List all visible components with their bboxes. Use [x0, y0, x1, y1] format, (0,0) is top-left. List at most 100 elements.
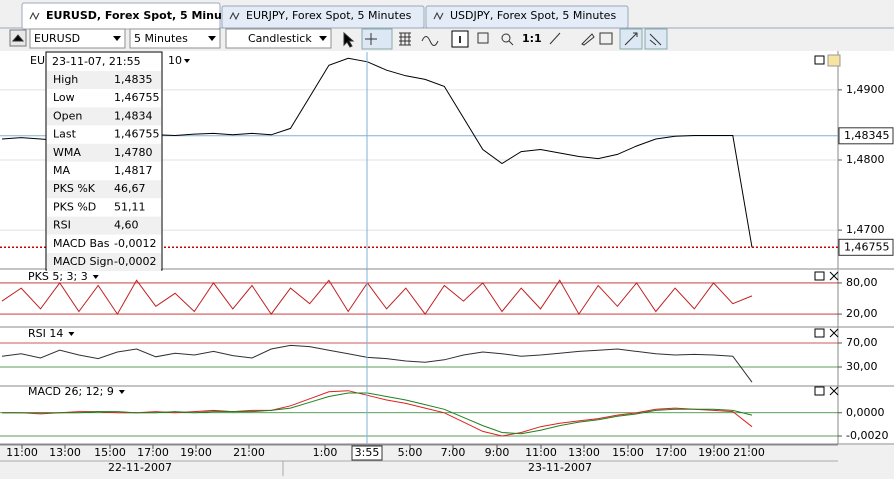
- tooltip-value: -0,0012: [114, 237, 156, 250]
- panel-label: EU: [30, 54, 45, 67]
- panel-label: PKS 5; 3; 3: [28, 270, 88, 283]
- crosshair-time-box: [351, 445, 383, 461]
- x-tick-label: 13:00: [49, 446, 81, 459]
- x-tick-label: 5:00: [398, 446, 423, 459]
- zoom-tool[interactable]: [501, 33, 511, 43]
- maximize-button[interactable]: [814, 55, 825, 65]
- tooltip-value: 46,67: [114, 182, 146, 195]
- date-label: 22-11-2007: [108, 461, 172, 474]
- dropdown[interactable]: [29, 28, 126, 49]
- tooltip-label: Open: [53, 109, 82, 122]
- price-marker-box: [838, 238, 894, 256]
- indicator-tool[interactable]: [421, 36, 439, 46]
- x-tick-label: 17:00: [655, 446, 687, 459]
- delete-tool[interactable]: [599, 32, 613, 45]
- tooltip-label: PKS %K: [53, 182, 96, 195]
- pin-button[interactable]: [827, 54, 841, 67]
- indicator-line: [2, 390, 753, 437]
- dropdown[interactable]: [129, 28, 221, 49]
- tooltip-value: -0,0002: [114, 255, 156, 268]
- x-tick-label: 17:00: [137, 446, 169, 459]
- tooltip-label: RSI: [53, 219, 71, 232]
- tooltip-value: 1,46755: [114, 128, 160, 141]
- panel-menu: [184, 59, 190, 63]
- close-button[interactable]: [829, 271, 839, 281]
- x-tick-label: 9:00: [485, 446, 510, 459]
- x-tick-label: 15:00: [94, 446, 126, 459]
- y-tick-label: 70,00: [846, 336, 878, 349]
- tab-icon: [229, 11, 240, 21]
- pointer-tool[interactable]: [343, 31, 355, 48]
- tooltip-label: MACD Sign: [53, 255, 113, 268]
- tooltip-value: 1,46755: [114, 91, 160, 104]
- zoom-area-tool[interactable]: [477, 32, 489, 44]
- tab-icon: [29, 11, 40, 21]
- icon: [365, 33, 377, 45]
- x-tick-label: 7:00: [441, 446, 466, 459]
- panel-menu: [118, 390, 125, 394]
- line-tool[interactable]: [549, 32, 561, 45]
- dropdown-arrow: [208, 36, 216, 41]
- tooltip-value: 1,4817: [114, 164, 153, 177]
- panel-label: MACD 26; 12; 9: [28, 385, 114, 398]
- x-tick-label: 15:00: [612, 446, 644, 459]
- panel-label: 10: [168, 54, 182, 67]
- tooltip: 23-11-07, 21:55 High 1,4835 Low 1,46755 Open 1…: [45, 51, 163, 271]
- dropdown-value: 5 Minutes: [134, 32, 188, 45]
- tab-label: USDJPY, Forex Spot, 5 Minutes: [450, 9, 616, 22]
- tooltip-row-bg: [47, 71, 161, 89]
- y-tick-label: 1,4900: [846, 83, 885, 96]
- tooltip-label: WMA: [53, 146, 81, 159]
- maximize-button[interactable]: [814, 271, 825, 281]
- x-tick-label: 13:00: [568, 446, 600, 459]
- tooltip-row-bg: [47, 253, 161, 271]
- tooltip-value: 1,4835: [114, 73, 153, 86]
- y-tick-label: 1,4700: [846, 223, 885, 236]
- x-tick-label: 19:00: [698, 446, 730, 459]
- zoom-button[interactable]: 1:1: [522, 32, 542, 45]
- tooltip-label: Low: [53, 91, 75, 104]
- close-button[interactable]: [829, 386, 839, 396]
- price-marker-box: [838, 127, 894, 145]
- dropdown-arrow: [113, 36, 121, 41]
- tooltip-datetime: 23-11-07, 21:55: [52, 55, 141, 68]
- tooltip-label: Last: [53, 128, 77, 141]
- date-label: 23-11-2007: [528, 461, 592, 474]
- tooltip-value: 1,4834: [114, 109, 153, 122]
- tooltip-value: 51,11: [114, 200, 146, 213]
- tab-icon: [433, 11, 444, 21]
- tab[interactable]: [221, 5, 425, 29]
- maximize-button[interactable]: [814, 328, 825, 338]
- dropdown[interactable]: [225, 28, 332, 49]
- snap-tool[interactable]: [644, 28, 668, 50]
- icon: [508, 40, 514, 46]
- x-tick-label: 1:00: [313, 446, 338, 459]
- x-tick-label: 11:00: [525, 446, 557, 459]
- tooltip-row-bg: [47, 107, 161, 126]
- icon: [11, 34, 25, 42]
- indicator-line: [1, 344, 753, 383]
- tooltip-label: High: [53, 73, 78, 86]
- y-tick-label: -0,0020: [846, 429, 888, 442]
- indicator-line: [1, 279, 753, 316]
- eraser-tool[interactable]: [581, 33, 595, 46]
- grid-tool[interactable]: [399, 32, 411, 46]
- toolbar-icons: [9, 28, 668, 50]
- tooltip-label: PKS %D: [53, 200, 96, 213]
- tooltip-value: 1,4780: [114, 146, 153, 159]
- y-tick-label: 1,4800: [846, 153, 885, 166]
- indicator-line: [2, 392, 753, 435]
- y-tick-label: 0,0000: [846, 406, 885, 419]
- dropdown-arrow: [319, 36, 327, 41]
- maximize-button[interactable]: [814, 386, 825, 396]
- x-tick-label: 11:00: [6, 446, 38, 459]
- panel-menu: [92, 275, 99, 279]
- y-tick-label: 30,00: [846, 360, 878, 373]
- tab[interactable]: [425, 5, 629, 29]
- tooltip-label: MACD Bas: [53, 237, 110, 250]
- tooltip-value: 4,60: [114, 219, 139, 232]
- panel-label: RSI 14: [28, 327, 63, 340]
- close-button[interactable]: [829, 328, 839, 338]
- x-tick-label: 21:00: [733, 446, 765, 459]
- tooltip-row-bg: [47, 216, 161, 235]
